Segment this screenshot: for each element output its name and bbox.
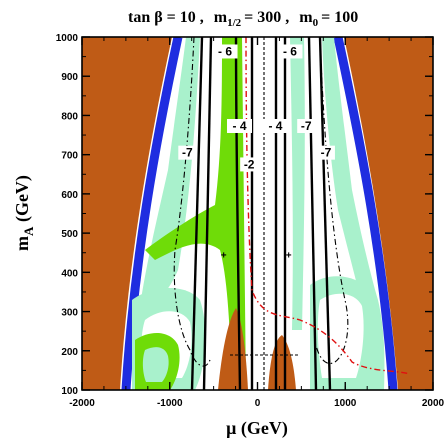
y-axis-label: mA (GeV) [12, 175, 36, 251]
x-tick-label: -1000 [157, 398, 183, 409]
contour-label: -7 [301, 119, 312, 133]
x-tick-label: 1000 [334, 398, 357, 409]
contour-lines [190, 37, 332, 390]
excluded-region-left [82, 37, 172, 390]
contour-label: -2 [244, 157, 255, 171]
axes: -2000 -1000 0 1000 2000 100 200 300 400 500 600 700… [56, 33, 445, 409]
contour-label-bg [178, 145, 197, 160]
y-tick-label: 1000 [56, 33, 79, 44]
contour-label: -7 [321, 146, 332, 160]
x-tick-label: 2000 [422, 398, 445, 409]
contour-label: - 6 [283, 44, 297, 58]
y-tick-label: 100 [61, 386, 78, 397]
plot-area: - 6- 6- 4- 4-2-7-7-7 + + [82, 37, 433, 390]
dashdot-contours [173, 37, 349, 367]
contour-label-bg [262, 118, 288, 133]
point-marker: + [221, 251, 227, 262]
boundary-band-right [333, 37, 398, 390]
y-tick-label: 400 [61, 268, 78, 279]
excluded-region-right [344, 37, 433, 390]
contour-label: - 4 [233, 119, 247, 133]
y-tick-label: 300 [61, 308, 78, 319]
contour-label-bg [277, 44, 303, 59]
y-tick-label: 600 [61, 190, 78, 201]
contour-label: - 4 [268, 119, 282, 133]
y-tick-label: 800 [61, 111, 78, 122]
contour-label-bg [227, 118, 253, 133]
point-marker: + [286, 251, 292, 262]
x-tick-label: -2000 [69, 398, 95, 409]
contour-label-bg [297, 118, 316, 133]
contour-label: -7 [182, 146, 193, 160]
contour-label-bg [316, 145, 335, 160]
dashed-contours [230, 37, 300, 390]
contour-label-bg [212, 44, 238, 59]
boundary-band-left [121, 37, 183, 390]
contour-label-bg [240, 157, 259, 172]
x-axis-label: μ (GeV) [226, 418, 288, 439]
chart-title: tan β = 10 , m1/2 = 300 , m0 = 100 [128, 9, 358, 29]
y-tick-label: 900 [61, 72, 78, 83]
contour-label: - 6 [218, 44, 232, 58]
y-tick-label: 500 [61, 229, 78, 240]
markers: + + [221, 251, 292, 262]
contour-labels: - 6 - 6 - 4 - 4 -2 -7 -7 -7 [178, 44, 335, 172]
x-tick-label: 0 [255, 398, 261, 409]
y-tick-label: 700 [61, 151, 78, 162]
y-tick-label: 200 [61, 347, 78, 358]
